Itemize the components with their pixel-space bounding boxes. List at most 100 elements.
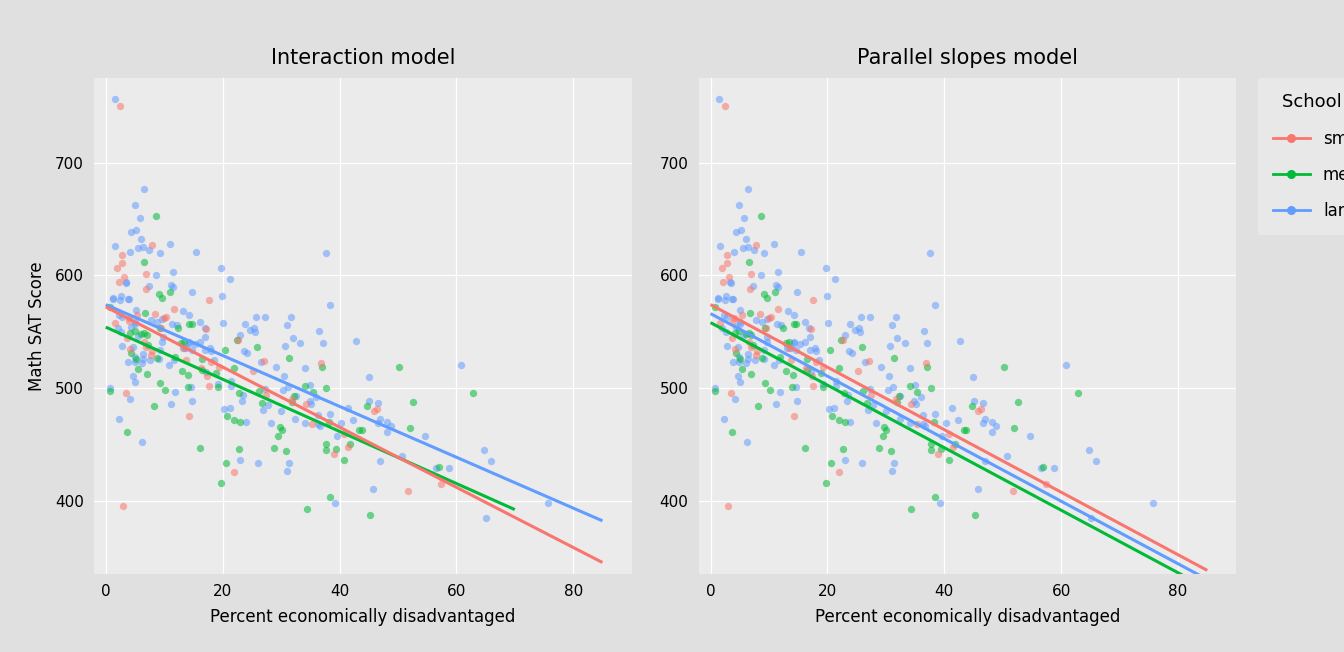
Point — [886, 396, 907, 407]
Point — [771, 323, 793, 333]
Point — [113, 501, 134, 511]
Point — [852, 341, 874, 351]
Title: Interaction model: Interaction model — [270, 48, 456, 68]
Point — [163, 282, 184, 292]
Point — [737, 348, 758, 359]
Point — [129, 213, 151, 223]
Point — [882, 382, 903, 393]
Point — [1032, 462, 1054, 472]
Point — [320, 299, 341, 310]
Point — [790, 247, 812, 258]
Point — [777, 306, 798, 316]
Point — [886, 312, 907, 322]
Point — [196, 324, 218, 334]
Point — [794, 443, 816, 453]
Point — [915, 358, 937, 368]
Point — [398, 486, 419, 496]
Point — [938, 454, 960, 465]
Point — [125, 319, 146, 329]
Title: Parallel slopes model: Parallel slopes model — [857, 48, 1078, 68]
Point — [200, 346, 222, 357]
Point — [391, 451, 413, 462]
Point — [263, 443, 285, 453]
Point — [194, 331, 215, 342]
Point — [942, 403, 964, 413]
Point — [296, 504, 317, 514]
Point — [782, 382, 804, 393]
Point — [728, 316, 750, 327]
Point — [716, 312, 738, 323]
Point — [724, 328, 746, 338]
Point — [805, 346, 827, 357]
Point — [310, 358, 332, 368]
Point — [277, 466, 298, 477]
Point — [223, 363, 245, 373]
Point — [399, 422, 421, 433]
Point — [739, 284, 761, 295]
Point — [120, 344, 141, 355]
Point — [848, 322, 870, 333]
Point — [274, 341, 296, 351]
Point — [163, 355, 184, 365]
Point — [190, 363, 211, 374]
Point — [171, 366, 192, 376]
Point — [138, 244, 160, 255]
Point — [726, 227, 747, 237]
Point — [923, 417, 945, 427]
Point — [956, 425, 977, 436]
Point — [190, 337, 211, 348]
Point — [132, 436, 153, 447]
Point — [324, 497, 345, 508]
Point — [836, 396, 857, 406]
Point — [538, 497, 559, 508]
Point — [122, 370, 144, 381]
Point — [767, 355, 789, 365]
Point — [161, 319, 183, 329]
Point — [778, 342, 800, 353]
Point — [230, 455, 251, 466]
Point — [757, 332, 778, 342]
Point — [300, 379, 321, 390]
Point — [935, 417, 957, 428]
Point — [786, 319, 808, 329]
Point — [950, 336, 972, 346]
Point — [723, 312, 745, 323]
Point — [929, 497, 950, 508]
Point — [102, 293, 124, 304]
Point — [879, 341, 900, 351]
Point — [242, 366, 263, 377]
Point — [785, 381, 806, 392]
Point — [172, 343, 194, 353]
Point — [234, 319, 255, 329]
Point — [962, 395, 984, 406]
Point — [125, 224, 146, 235]
Point — [151, 323, 172, 333]
Point — [163, 304, 184, 314]
Point — [120, 322, 141, 333]
Point — [745, 349, 766, 360]
Point — [285, 391, 306, 401]
Point — [817, 318, 839, 328]
Point — [728, 357, 750, 367]
Point — [358, 372, 379, 382]
Point — [778, 337, 800, 348]
Point — [970, 404, 992, 414]
Point — [780, 355, 801, 365]
Point — [380, 421, 402, 432]
Point — [985, 421, 1007, 432]
Point — [812, 382, 833, 393]
Point — [824, 403, 845, 413]
Point — [927, 449, 949, 459]
Point — [921, 445, 942, 455]
Point — [155, 385, 176, 396]
Point — [964, 510, 985, 520]
Point — [194, 344, 215, 355]
Point — [206, 367, 227, 378]
Point — [126, 310, 148, 321]
Point — [719, 277, 741, 288]
Point — [214, 345, 235, 355]
Point — [798, 322, 820, 333]
Point — [961, 401, 982, 411]
Point — [731, 364, 753, 375]
Point — [312, 338, 333, 349]
